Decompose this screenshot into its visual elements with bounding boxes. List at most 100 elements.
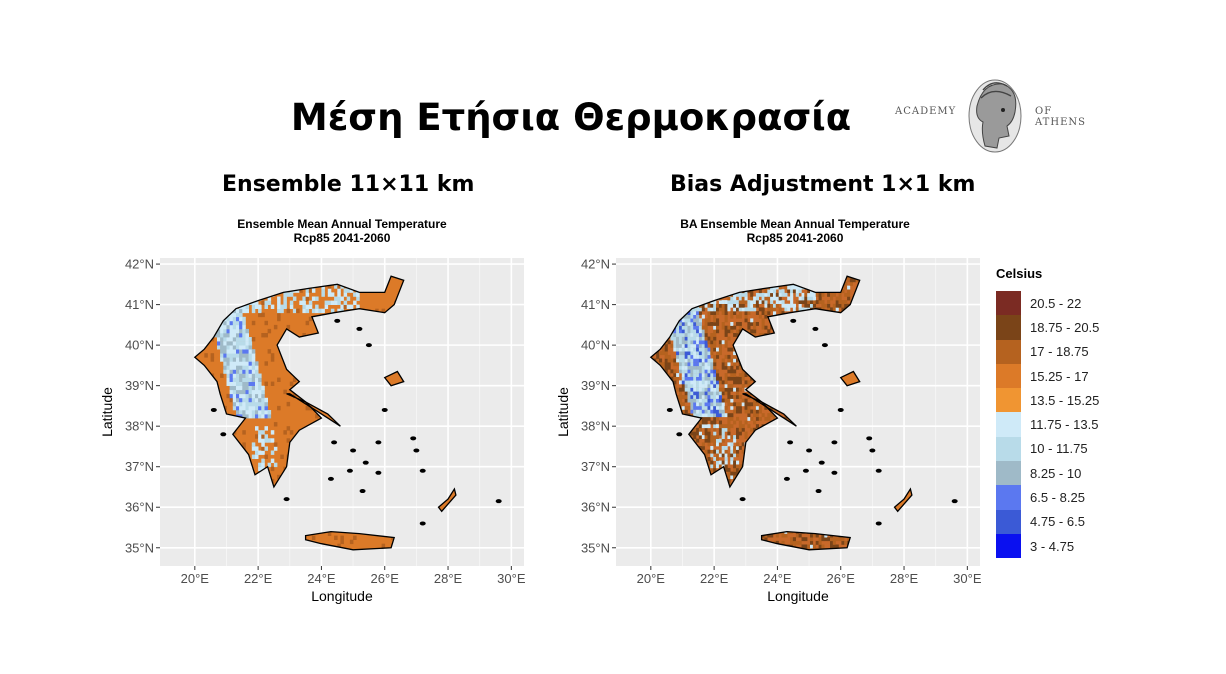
temperature-cell [684,395,688,399]
y-tick-label: 37°N [581,459,610,474]
temperature-cell [704,318,708,323]
temperature-cell [721,409,725,414]
temperature-cell [844,300,848,304]
temperature-cell [710,420,714,425]
legend-label: 13.5 - 15.25 [1030,392,1100,408]
temperature-cell [684,318,688,323]
left-map-title-line2: Rcp85 2041-2060 [293,231,391,245]
temperature-cell [792,289,796,294]
coastline [437,487,457,513]
temperature-cell [710,340,714,345]
temperature-cell [289,381,294,386]
temperature-cell [844,281,848,286]
temperature-cell [258,373,262,378]
temperature-cell [681,322,685,326]
temperature-cell [841,300,845,304]
temperature-cell [264,401,268,407]
temperature-cell [232,393,237,399]
temperature-cell [733,475,737,480]
legend-swatch [996,461,1021,486]
right-map-title: BA Ensemble Mean Annual Temperature Rcp8… [610,217,980,245]
temperature-cell [698,424,702,429]
temperature-cell [277,316,281,322]
temperature-cell [733,409,737,414]
temperature-cell [684,322,688,326]
temperature-cell [261,300,265,305]
temperature-cell [718,398,722,403]
temperature-cell [242,405,246,411]
temperature-cell [356,296,360,301]
coastline [760,530,852,551]
temperature-cell [824,537,828,542]
temperature-cell [679,333,683,337]
temperature-cell [217,328,221,334]
temperature-cell [790,537,794,542]
temperature-cell [710,373,714,377]
temperature-cell [716,409,720,414]
temperature-cell [701,384,705,388]
temperature-cell [710,435,714,439]
temperature-cell [229,397,234,403]
temperature-cell [229,333,234,338]
temperature-cell [242,381,246,386]
temperature-cell [727,347,731,352]
temperature-cell [798,285,802,290]
temperature-cell [713,420,717,425]
temperature-cell [730,384,734,388]
temperature-cell [673,358,677,363]
temperature-cell [696,431,700,436]
temperature-cell [721,391,725,396]
temperature-cell [258,381,262,386]
temperature-cell [707,413,711,418]
temperature-cell [741,402,745,407]
temperature-cell [245,377,249,382]
temperature-cell [245,410,249,415]
temperature-cell [710,376,714,381]
temperature-cell [775,285,779,290]
temperature-cell [812,533,816,538]
temperature-cell [283,300,287,305]
island [362,460,369,465]
temperature-cell [353,292,357,297]
temperature-cell [248,389,253,395]
temperature-cell [798,303,802,308]
temperature-cell [283,304,287,309]
temperature-cell [698,343,702,348]
temperature-cell [330,300,335,305]
temperature-cell [696,343,700,348]
temperature-cell [753,307,757,312]
temperature-cell [264,333,268,338]
temperature-cell [733,380,737,385]
temperature-cell [738,311,742,315]
temperature-cell [681,405,685,410]
temperature-cell [747,384,751,388]
temperature-cell [242,345,246,350]
temperature-cell [239,349,243,354]
temperature-cell [773,303,777,308]
temperature-cell [718,307,722,312]
temperature-cell [804,300,808,304]
temperature-cell [255,300,259,305]
temperature-cell [687,343,691,348]
temperature-cell [255,385,259,391]
temperature-cell [245,333,249,338]
temperature-cell [792,303,796,308]
y-tick-label: 36°N [581,500,610,515]
temperature-cell [217,341,221,346]
temperature-cell [707,387,711,392]
temperature-cell [727,365,731,370]
temperature-cell [273,422,278,427]
temperature-cell [721,307,725,312]
temperature-cell [305,296,310,301]
temperature-cell [664,369,668,374]
temperature-cell [690,365,694,370]
temperature-cell [684,380,688,385]
temperature-cell [681,384,685,388]
island [818,460,825,465]
temperature-cell [330,292,335,297]
temperature-cell [302,296,306,301]
temperature-cell [855,278,859,283]
temperature-cell [767,296,771,301]
temperature-cell [226,333,230,338]
temperature-cell [693,376,697,381]
